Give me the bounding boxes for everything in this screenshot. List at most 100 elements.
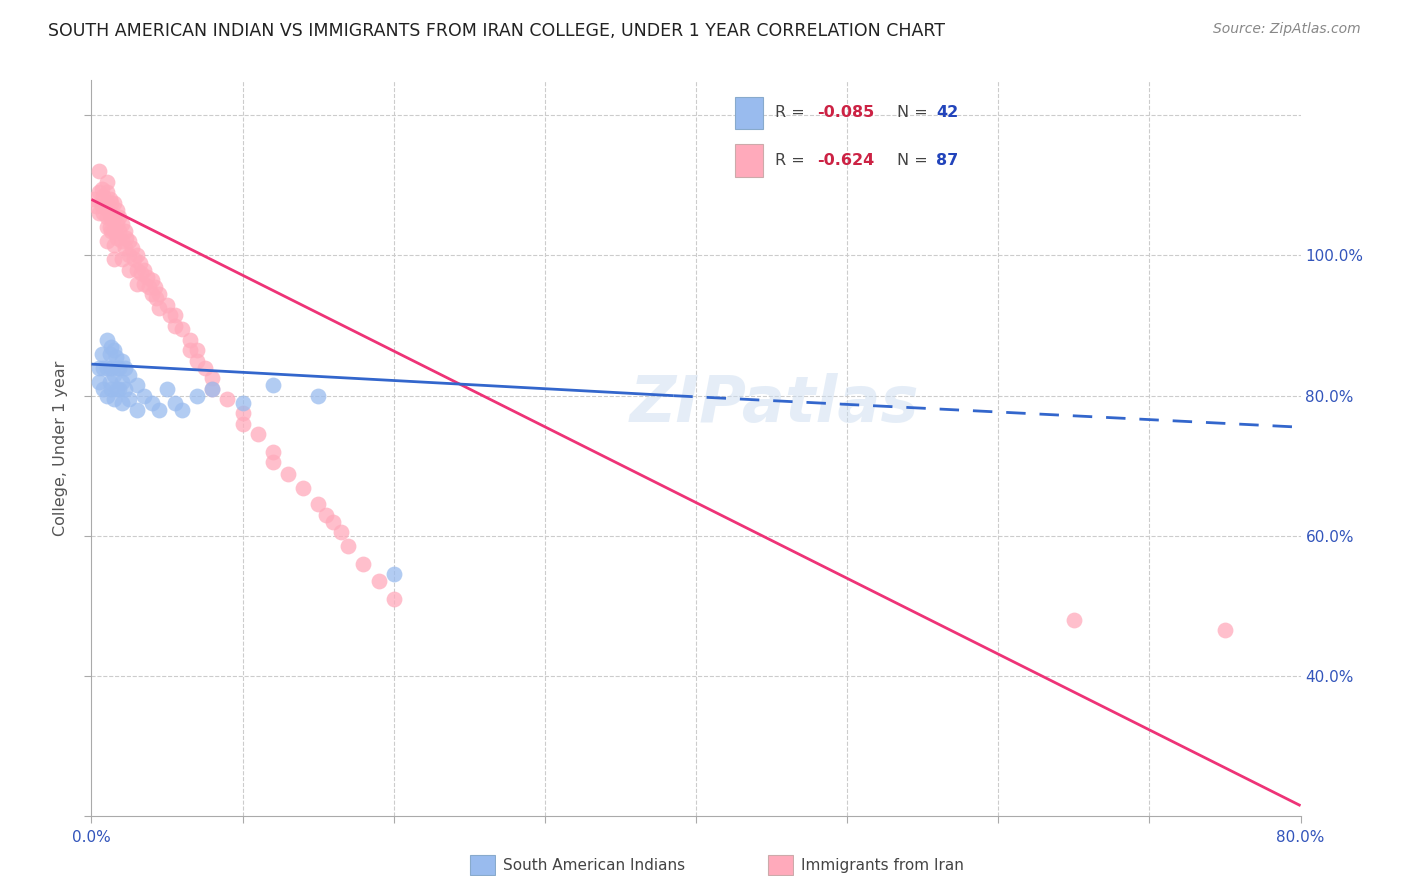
Point bbox=[107, 360, 129, 375]
Point bbox=[141, 395, 163, 409]
Point bbox=[115, 231, 138, 245]
Text: SOUTH AMERICAN INDIAN VS IMMIGRANTS FROM IRAN COLLEGE, UNDER 1 YEAR CORRELATION : SOUTH AMERICAN INDIAN VS IMMIGRANTS FROM… bbox=[48, 22, 945, 40]
Point bbox=[118, 235, 141, 249]
Point bbox=[103, 210, 125, 224]
Point bbox=[118, 262, 141, 277]
Point bbox=[87, 375, 110, 389]
Point bbox=[382, 591, 405, 606]
Point bbox=[201, 382, 224, 396]
Point bbox=[172, 402, 194, 417]
Text: ZIPatlas: ZIPatlas bbox=[630, 373, 920, 435]
Point bbox=[125, 277, 148, 291]
Point bbox=[96, 210, 118, 224]
Point bbox=[307, 389, 329, 403]
Point bbox=[87, 206, 110, 220]
Point bbox=[114, 382, 136, 396]
Point bbox=[107, 224, 129, 238]
Point bbox=[337, 539, 360, 553]
Point bbox=[136, 269, 159, 284]
Point bbox=[111, 235, 132, 249]
Point bbox=[125, 262, 148, 277]
Point bbox=[98, 220, 121, 235]
Point bbox=[352, 557, 374, 571]
Point bbox=[93, 189, 115, 203]
Point bbox=[91, 182, 114, 196]
Point bbox=[114, 360, 136, 375]
Point bbox=[231, 406, 253, 420]
Text: Source: ZipAtlas.com: Source: ZipAtlas.com bbox=[1213, 22, 1361, 37]
Point bbox=[143, 280, 166, 294]
Point bbox=[87, 360, 110, 375]
Point bbox=[1063, 613, 1085, 627]
Point bbox=[105, 382, 128, 396]
Point bbox=[96, 186, 118, 200]
Point bbox=[125, 378, 148, 392]
Point bbox=[105, 202, 128, 217]
Point bbox=[292, 481, 315, 495]
Point bbox=[98, 206, 121, 220]
Point bbox=[382, 567, 405, 582]
Point bbox=[111, 375, 132, 389]
Point bbox=[105, 231, 128, 245]
Point bbox=[122, 252, 145, 266]
Point bbox=[201, 371, 224, 385]
Point bbox=[103, 392, 125, 407]
Point bbox=[148, 402, 170, 417]
Point bbox=[100, 210, 122, 224]
Point bbox=[105, 360, 128, 375]
Text: South American Indians: South American Indians bbox=[503, 858, 686, 872]
Point bbox=[98, 193, 121, 207]
Point bbox=[159, 308, 181, 322]
Point bbox=[105, 217, 128, 231]
Point bbox=[103, 252, 125, 266]
Point bbox=[134, 389, 156, 403]
Point bbox=[100, 224, 122, 238]
Point bbox=[111, 217, 132, 231]
Point bbox=[217, 392, 239, 407]
Point bbox=[186, 343, 208, 358]
Point bbox=[156, 382, 179, 396]
Point bbox=[163, 318, 186, 333]
Point bbox=[186, 389, 208, 403]
Point bbox=[163, 395, 186, 409]
Point bbox=[100, 196, 122, 211]
Point bbox=[114, 242, 136, 256]
Point bbox=[100, 382, 122, 396]
Point bbox=[83, 193, 105, 207]
Point bbox=[231, 395, 253, 409]
Point bbox=[111, 353, 132, 368]
Point bbox=[118, 368, 141, 382]
Point bbox=[141, 287, 163, 301]
Point bbox=[125, 248, 148, 262]
Point bbox=[145, 291, 167, 305]
Point bbox=[87, 186, 110, 200]
Y-axis label: College, Under 1 year: College, Under 1 year bbox=[53, 360, 69, 536]
Point bbox=[128, 255, 150, 269]
Point bbox=[114, 224, 136, 238]
Point bbox=[87, 164, 110, 178]
Point bbox=[156, 297, 179, 311]
Point bbox=[96, 360, 118, 375]
Point bbox=[172, 322, 194, 336]
Point bbox=[194, 360, 217, 375]
Point bbox=[315, 508, 337, 522]
Point bbox=[138, 280, 160, 294]
Point bbox=[103, 343, 125, 358]
Point bbox=[96, 196, 118, 211]
Point bbox=[96, 220, 118, 235]
Text: Immigrants from Iran: Immigrants from Iran bbox=[801, 858, 965, 872]
Point bbox=[107, 210, 129, 224]
Point bbox=[179, 333, 201, 347]
Point bbox=[134, 262, 156, 277]
Point bbox=[148, 287, 170, 301]
Point bbox=[103, 238, 125, 252]
Point bbox=[121, 242, 143, 256]
Point bbox=[111, 252, 132, 266]
Point bbox=[277, 467, 299, 482]
Point bbox=[262, 444, 284, 458]
Point bbox=[129, 266, 152, 280]
Point bbox=[262, 455, 284, 469]
Point bbox=[148, 301, 170, 315]
Point bbox=[103, 196, 125, 211]
Point bbox=[91, 346, 114, 360]
